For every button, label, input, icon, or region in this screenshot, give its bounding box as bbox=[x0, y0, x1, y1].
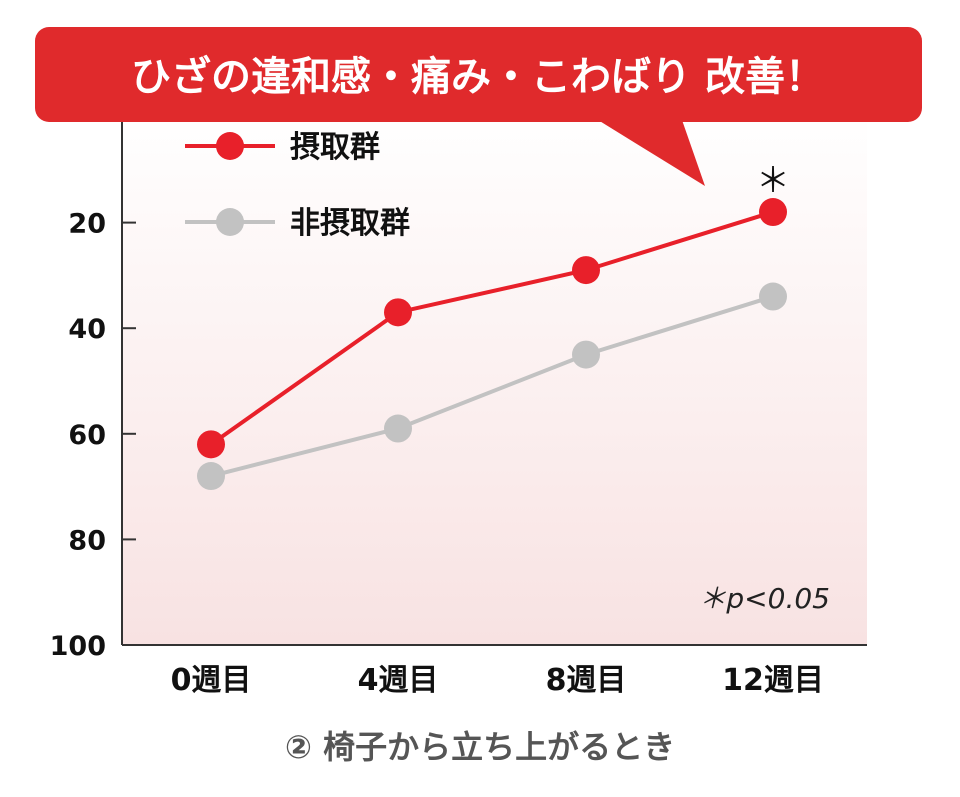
legend: 摂取群 非摂取群 bbox=[185, 130, 410, 241]
series-line-intake bbox=[209, 210, 774, 446]
banner-callout: ひざの違和感・痛み・こわばり 改善！ bbox=[35, 27, 922, 186]
x-tick-label: 0週目 bbox=[171, 663, 252, 698]
y-tick-label: 60 bbox=[68, 420, 106, 451]
data-point-control bbox=[572, 340, 600, 369]
chart-caption: ② 椅子から立ち上がるとき bbox=[285, 728, 675, 766]
data-point-intake bbox=[384, 298, 412, 327]
plot-area bbox=[122, 110, 867, 645]
significance-note: ＊p<0.05 bbox=[698, 582, 830, 615]
data-point-intake bbox=[572, 256, 600, 285]
banner-box bbox=[35, 27, 922, 122]
x-tick-label: 8週目 bbox=[546, 663, 627, 698]
legend-marker-control bbox=[216, 208, 244, 236]
x-tick-label: 12週目 bbox=[722, 663, 824, 698]
banner-tail bbox=[598, 120, 705, 186]
data-point-control bbox=[197, 462, 225, 491]
series-line-control bbox=[210, 294, 774, 478]
x-tick-label: 4週目 bbox=[358, 663, 439, 698]
data-point-control bbox=[759, 282, 787, 311]
data-point-intake bbox=[759, 198, 787, 227]
y-tick-label: 20 bbox=[68, 209, 106, 240]
data-point-intake bbox=[197, 430, 225, 459]
data-point-control bbox=[384, 414, 412, 443]
y-tick-label: 80 bbox=[68, 525, 106, 556]
legend-marker-intake bbox=[216, 132, 244, 160]
y-tick-label: 40 bbox=[68, 314, 106, 345]
y-tick-label: 100 bbox=[50, 631, 106, 662]
legend-label-control: 非摂取群 bbox=[290, 206, 410, 241]
legend-label-intake: 摂取群 bbox=[290, 130, 380, 165]
significance-marker: ＊ bbox=[756, 161, 790, 201]
banner-text: ひざの違和感・痛み・こわばり 改善！ bbox=[131, 54, 825, 100]
